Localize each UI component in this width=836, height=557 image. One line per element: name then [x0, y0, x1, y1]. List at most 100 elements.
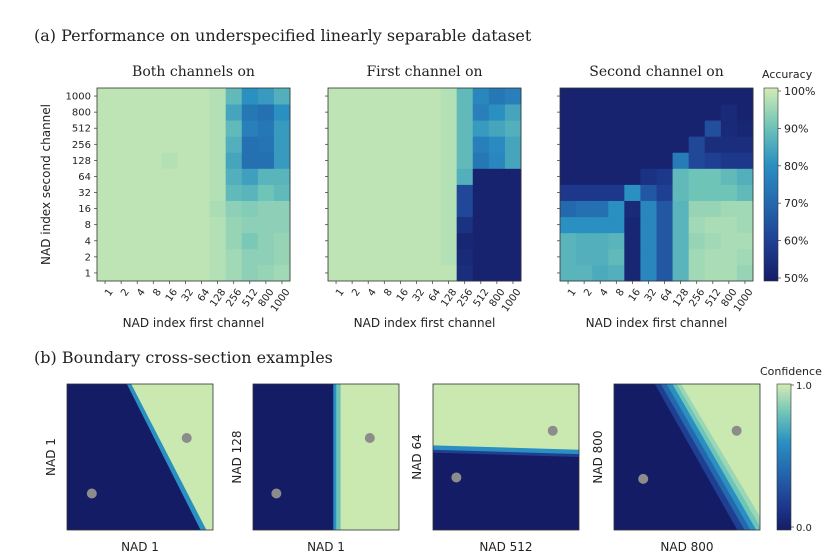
heatmap-cell [145, 168, 162, 185]
heatmap-cell [560, 88, 577, 105]
heatmap-cell [273, 248, 291, 266]
heatmap-cell [225, 264, 243, 282]
heatmap-cell [376, 216, 393, 234]
heatmap-cell [344, 168, 361, 185]
heatmap-cell [424, 184, 441, 201]
heatmap-cell [408, 136, 425, 153]
heatmap-cell [408, 184, 425, 201]
heatmap-cell [177, 88, 194, 105]
heatmap-cell [129, 264, 146, 282]
heatmap-cell [424, 168, 441, 185]
heatmap-cell [504, 184, 522, 201]
x-axis-label: NAD index first channel [123, 316, 265, 330]
heatmap-cell [177, 200, 194, 218]
heatmap-cell [161, 232, 178, 250]
heatmap-cell [720, 136, 738, 153]
heatmap-cell [344, 216, 361, 234]
heatmap-cell [672, 184, 690, 201]
heatmap-cell [344, 200, 361, 218]
heatmap-cell [360, 88, 377, 105]
heatmap-cell [424, 120, 441, 137]
x-tick-label: 128 [671, 287, 691, 309]
sample-point [638, 473, 649, 484]
y-axis-label: NAD 128 [230, 430, 244, 483]
heatmap-cell [113, 136, 130, 153]
y-axis-label: NAD 1 [44, 438, 58, 476]
heatmap-cell [720, 216, 738, 234]
x-tick-label: 512 [241, 287, 261, 309]
heatmap-cell [209, 168, 227, 185]
heatmap-cell [177, 216, 194, 234]
heatmap-cell [225, 184, 243, 201]
heatmap-cell [225, 216, 243, 234]
x-tick-label: 128 [208, 287, 228, 309]
heatmap-cell [161, 264, 178, 282]
heatmap-cell [688, 248, 706, 266]
heatmap-cell [504, 248, 522, 266]
accuracy-colorbar: Accuracy 50% 60% 70% 80% 90% 100% [762, 68, 815, 285]
heatmap-cell [408, 168, 425, 185]
heatmap-cell [344, 264, 361, 282]
heatmap-cell [504, 104, 522, 121]
panel-a-title: (a) Performance on underspecified linear… [34, 26, 532, 45]
heatmap-cell [129, 184, 146, 201]
heatmap-cell [560, 216, 577, 234]
heatmap-cell [456, 120, 474, 137]
heatmap-cell [177, 168, 194, 185]
heatmap-cell [97, 184, 114, 201]
heatmap-cell [640, 88, 657, 105]
heatmap-cell [488, 232, 506, 250]
heatmap-cell [488, 168, 506, 185]
heatmap-cell [145, 120, 162, 137]
sample-point [181, 433, 192, 444]
heatmap-cell [504, 232, 522, 250]
x-tick-label: 2 [119, 287, 132, 299]
heatmap-cell [488, 216, 506, 234]
heatmap-cell [456, 168, 474, 185]
heatmap-cell [672, 264, 690, 282]
heatmap-cell [97, 216, 114, 234]
heatmap-cell [656, 120, 673, 137]
heatmap-cell [672, 216, 690, 234]
heatmap-cell [145, 152, 162, 169]
heatmap-cell [472, 200, 490, 218]
x-tick-label: 128 [439, 287, 459, 309]
heatmap-cell [241, 104, 259, 121]
heatmap-cell [488, 104, 506, 121]
heatmap-cell [177, 232, 194, 250]
heatmap-cell [257, 232, 275, 250]
heatmap-cell [640, 216, 657, 234]
heatmap-cell [624, 184, 641, 201]
heatmap-cell [145, 248, 162, 266]
heatmap-cell [161, 152, 178, 169]
panel-b-title: (b) Boundary cross-section examples [34, 348, 333, 367]
contour-panel-3: NAD 512 NAD 64 [410, 383, 580, 554]
heatmap-cell [113, 232, 130, 250]
heatmap-cell [97, 232, 114, 250]
x-tick-label: 512 [472, 287, 492, 309]
heatmap-cell [704, 136, 722, 153]
heatmap-cell [392, 264, 409, 282]
x-tick-label: 16 [627, 287, 643, 304]
heatmap-cell [360, 152, 377, 169]
heatmap-cell [360, 264, 377, 282]
heatmap-cell [472, 248, 490, 266]
heatmap-cell [225, 120, 243, 137]
heatmap-cell [193, 120, 210, 137]
heatmap-cell [344, 88, 361, 105]
heatmap-cell [720, 104, 738, 121]
heatmap-cell [688, 232, 706, 250]
heatmap-cell [424, 264, 441, 282]
heatmap-cell [472, 168, 490, 185]
heatmap-cell [624, 200, 641, 218]
heatmap-cell [456, 152, 474, 169]
heatmap-cell [440, 168, 458, 185]
heatmap-cell [640, 232, 657, 250]
low-confidence-region [67, 384, 201, 530]
heatmap-cell [97, 136, 114, 153]
heatmap-cell [672, 88, 690, 105]
heatmap-cell [113, 88, 130, 105]
heatmap-cell [360, 104, 377, 121]
heatmap-cell [440, 88, 458, 105]
heatmap-cell [273, 104, 291, 121]
